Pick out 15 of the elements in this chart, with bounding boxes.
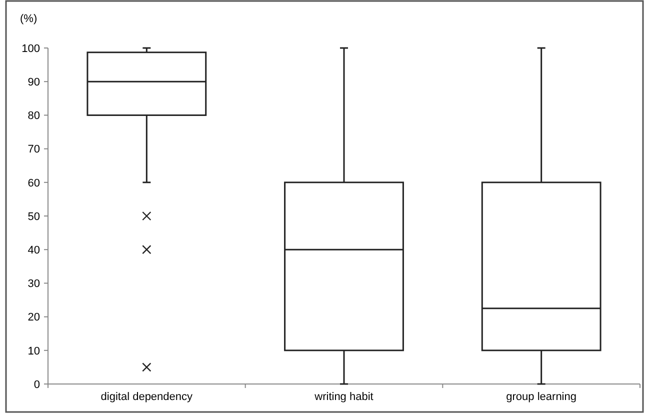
y-tick-label: 40 [28,244,40,256]
y-tick-label: 100 [22,42,40,55]
y-tick-label: 0 [34,378,40,391]
y-tick-label: 10 [28,345,40,358]
y-tick-label: 20 [28,312,40,324]
x-tick-label: writing habit [314,391,374,403]
x-tick-label: group learning [506,391,577,403]
y-tick-label: 90 [28,76,40,88]
y-tick-label: 60 [28,177,40,190]
y-tick-label: 50 [28,210,40,223]
y-axis-title: (%) [20,13,38,25]
y-tick-label: 30 [28,278,40,290]
x-tick-label: digital dependency [100,391,194,403]
y-tick-label: 80 [28,110,40,122]
y-tick-label: 70 [28,144,40,156]
